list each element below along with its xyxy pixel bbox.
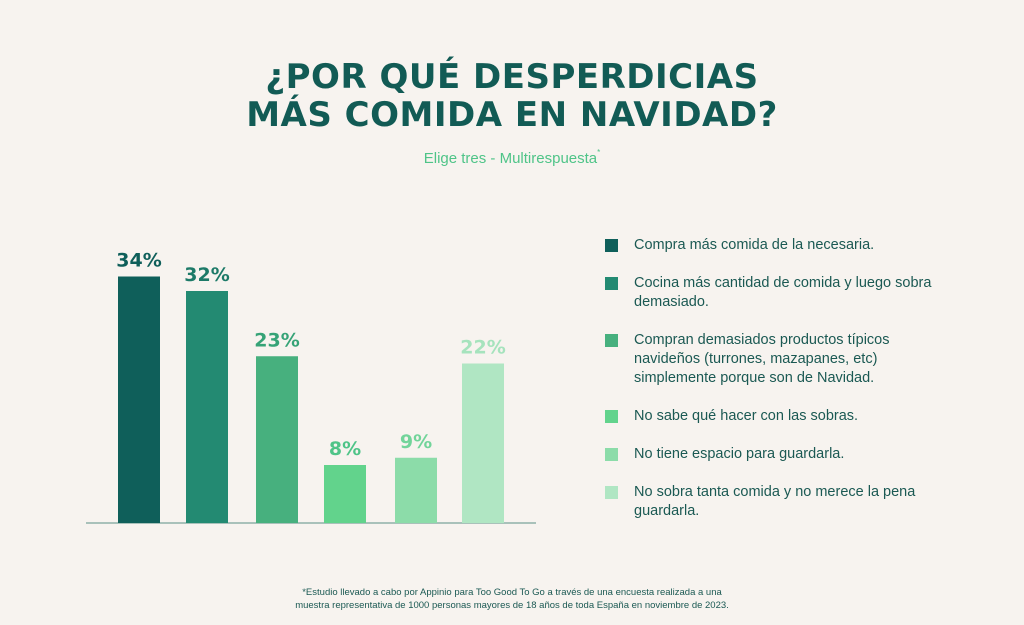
bar-value-label-3: 23%: [254, 329, 299, 351]
bar-3: [256, 356, 298, 523]
subtitle-text: Elige tres - Multirespuesta: [423, 150, 598, 167]
bar-4: [324, 465, 366, 523]
legend-label-2: Cocina más cantidad de comida y luego so…: [634, 275, 932, 310]
bar-5: [395, 457, 437, 523]
footnote-line-2: muestra representativa de 1000 personas …: [295, 600, 729, 611]
legend-label-6: No sobra tanta comida y no merece la pen…: [634, 484, 916, 519]
footnote: *Estudio llevado a cabo por Appinio para…: [0, 586, 1024, 612]
footnote-line-1: *Estudio llevado a cabo por Appinio para…: [302, 587, 722, 598]
legend-swatch-2: [605, 277, 618, 290]
legend-swatch-5: [605, 448, 618, 461]
bar-6: [462, 363, 504, 523]
legend-swatch-3: [605, 334, 618, 347]
title-line-1: ¿POR QUÉ DESPERDICIAS: [265, 57, 759, 97]
legend-item-3: Compran demasiados productos típicos nav…: [605, 331, 945, 388]
bar-1: [118, 276, 160, 523]
chart-legend: Compra más comida de la necesaria. Cocina…: [605, 236, 945, 540]
legend-label-4: No sabe qué hacer con las sobras.: [634, 408, 859, 424]
legend-label-1: Compra más comida de la necesaria.: [634, 237, 875, 253]
title-line-2: MÁS COMIDA EN NAVIDAD?: [246, 95, 778, 135]
legend-label-5: No tiene espacio para guardarla.: [634, 446, 845, 462]
legend-item-5: No tiene espacio para guardarla.: [605, 445, 945, 464]
legend-label-3: Compran demasiados productos típicos nav…: [634, 332, 890, 386]
bar-value-label-1: 34%: [116, 250, 161, 272]
bar-chart: 34% 32% 23% 8% 9% 22%: [86, 250, 536, 524]
legend-swatch-4: [605, 410, 618, 423]
legend-item-1: Compra más comida de la necesaria.: [605, 236, 945, 255]
legend-item-6: No sobra tanta comida y no merece la pen…: [605, 483, 945, 521]
bar-value-label-4: 8%: [329, 438, 361, 460]
legend-swatch-1: [605, 239, 618, 252]
legend-item-4: No sabe qué hacer con las sobras.: [605, 407, 945, 426]
subtitle-footnote-marker: *: [597, 148, 601, 157]
bar-value-label-6: 22%: [460, 337, 505, 359]
legend-item-2: Cocina más cantidad de comida y luego so…: [605, 274, 945, 312]
subtitle: Elige tres - Multirespuesta*: [0, 148, 1024, 167]
bar-2: [186, 291, 228, 523]
legend-swatch-6: [605, 486, 618, 499]
bar-value-label-2: 32%: [184, 264, 229, 286]
bar-value-label-5: 9%: [400, 431, 432, 453]
page-title: ¿POR QUÉ DESPERDICIAS MÁS COMIDA EN NAVI…: [0, 58, 1024, 134]
